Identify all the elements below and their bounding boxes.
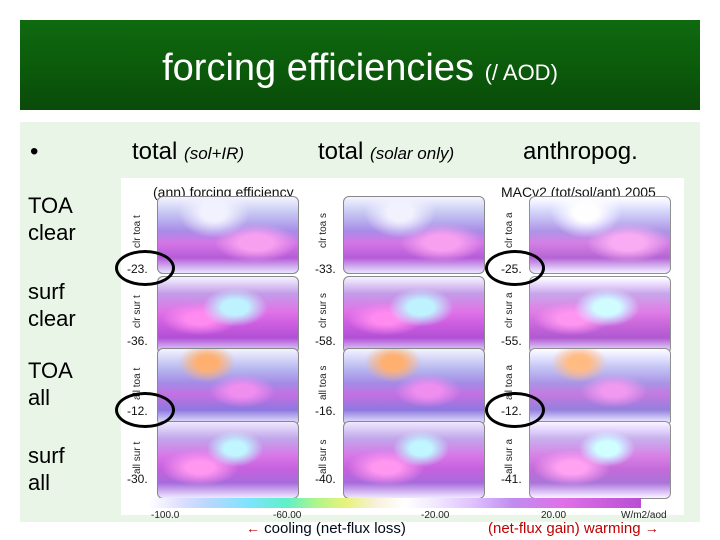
panel-label-all-sur-a: all sur a <box>504 438 515 474</box>
map-surf-clear-anthro <box>529 276 671 354</box>
map-toa-all-total <box>157 348 299 426</box>
panel-label-clr-toa-t: clr toa t <box>132 215 143 248</box>
value-all-sur-s: -40. <box>315 472 336 486</box>
slide-title: forcing efficiencies (/ AOD) <box>0 44 720 97</box>
colorbar <box>149 498 641 508</box>
highlight-circle <box>485 250 545 286</box>
title-main: forcing efficiencies <box>162 47 474 89</box>
col-header-anthropog: anthropog. <box>523 138 638 166</box>
value-clr-sur-t: -36. <box>127 334 148 348</box>
col3-main: anthropog. <box>523 138 638 165</box>
row4-line2: all <box>28 470 51 495</box>
highlight-circle <box>115 392 175 428</box>
panel-label-clr-toa-s: clr toa s <box>318 212 329 248</box>
map-toa-clear-total <box>157 196 299 274</box>
value-clr-sur-a: -55. <box>501 334 522 348</box>
col-header-total-solar: total (solar only) <box>318 138 454 166</box>
title-sub: (/ AOD) <box>484 60 558 85</box>
value-clr-toa-s: -33. <box>315 262 336 276</box>
colorbar-units: W/m2/aod <box>621 510 667 521</box>
panel-label-all-sur-t: all sur t <box>132 441 143 474</box>
footer-cooling-text: cooling (net-flux loss) <box>264 520 406 537</box>
footer-cooling: ← cooling (net-flux loss) <box>246 520 406 537</box>
map-surf-clear-total <box>157 276 299 354</box>
panel-label-all-sur-s: all sur s <box>318 439 329 474</box>
row-label-surf-all: surf all <box>28 442 65 496</box>
footer-warming: (net-flux gain) warming → <box>488 520 659 537</box>
footer-warming-text: (net-flux gain) warming <box>488 520 641 537</box>
col1-main: total <box>132 138 178 165</box>
map-toa-all-solar <box>343 348 485 426</box>
value-all-toa-s: -16. <box>315 404 336 418</box>
panel-label-clr-sur-t: clr sur t <box>132 295 143 328</box>
bullet: • <box>30 138 39 165</box>
row-label-toa-all: TOA all <box>28 357 73 411</box>
map-toa-all-anthro <box>529 348 671 426</box>
panel-label-clr-sur-a: clr sur a <box>504 292 515 328</box>
panel-label-clr-toa-a: clr toa a <box>504 212 515 248</box>
title-bar <box>20 20 700 110</box>
panel-label-clr-sur-s: clr sur s <box>318 293 329 328</box>
row3-line1: TOA <box>28 358 73 383</box>
col2-main: total <box>318 138 364 165</box>
col1-sub: (sol+IR) <box>184 144 245 163</box>
row3-line2: all <box>28 385 51 410</box>
panel-label-all-toa-s: all toa s <box>318 365 329 400</box>
map-toa-clear-anthro <box>529 196 671 274</box>
row2-line2: clear <box>28 306 76 331</box>
col2-sub: (solar only) <box>370 144 455 163</box>
value-all-sur-a: -41. <box>501 472 522 486</box>
colorbar-tick: -20.00 <box>421 510 450 521</box>
row2-line1: surf <box>28 279 65 304</box>
arrow-right-icon: → <box>644 520 659 536</box>
map-surf-all-total <box>157 421 299 499</box>
map-toa-clear-solar <box>343 196 485 274</box>
colorbar-tick: -100.0 <box>151 510 180 521</box>
row1-line1: TOA <box>28 193 73 218</box>
map-surf-all-anthro <box>529 421 671 499</box>
row-label-surf-clear: surf clear <box>28 278 76 332</box>
highlight-circle <box>485 392 545 428</box>
map-surf-all-solar <box>343 421 485 499</box>
value-all-sur-t: -30. <box>127 472 148 486</box>
row1-line2: clear <box>28 220 76 245</box>
row4-line1: surf <box>28 443 65 468</box>
row-label-toa-clear: TOA clear <box>28 192 76 246</box>
colorbar-tick: -60.00 <box>273 510 302 521</box>
forcing-efficiency-figure: (ann) forcing efficiency MACv2 (tot/sol/… <box>115 178 684 521</box>
value-clr-sur-s: -58. <box>315 334 336 348</box>
col-header-total-sol-ir: total (sol+IR) <box>132 138 244 166</box>
highlight-circle <box>115 250 175 286</box>
arrow-left-icon: ← <box>246 520 260 536</box>
colorbar-tick: 20.00 <box>541 510 567 521</box>
map-surf-clear-solar <box>343 276 485 354</box>
